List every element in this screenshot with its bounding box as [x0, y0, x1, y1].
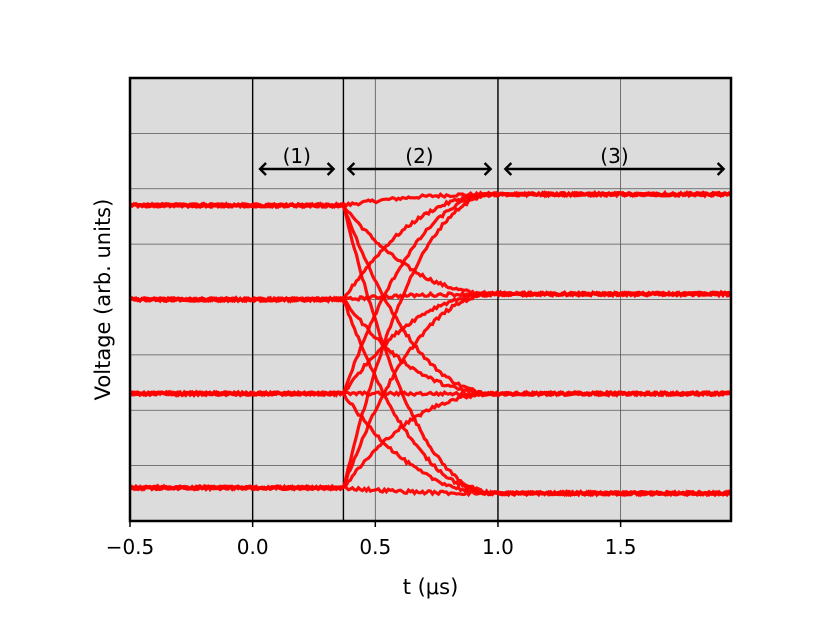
x-tick-label: 0.0 — [237, 535, 269, 559]
x-tick-label: 0.5 — [359, 535, 391, 559]
x-tick-label: −0.5 — [106, 535, 155, 559]
plot-frame — [128, 76, 733, 523]
x-axis-ticks: −0.5 0.0 0.5 1.0 1.5 — [106, 521, 637, 559]
x-tick-label: 1.5 — [605, 535, 637, 559]
x-tick-label: 1.0 — [482, 535, 514, 559]
x-axis-label: t (μs) — [403, 575, 459, 599]
region-label: (3) — [600, 144, 628, 168]
region-label: (1) — [283, 144, 311, 168]
region-annotations: (1) (2) (3) — [258, 144, 726, 176]
region-label: (2) — [405, 144, 433, 168]
y-axis-label: Voltage (arb. units) — [91, 199, 115, 401]
trace-4-to-4 — [129, 483, 732, 498]
voltage-traces — [128, 189, 733, 498]
trace-3-to-4 — [129, 389, 733, 498]
